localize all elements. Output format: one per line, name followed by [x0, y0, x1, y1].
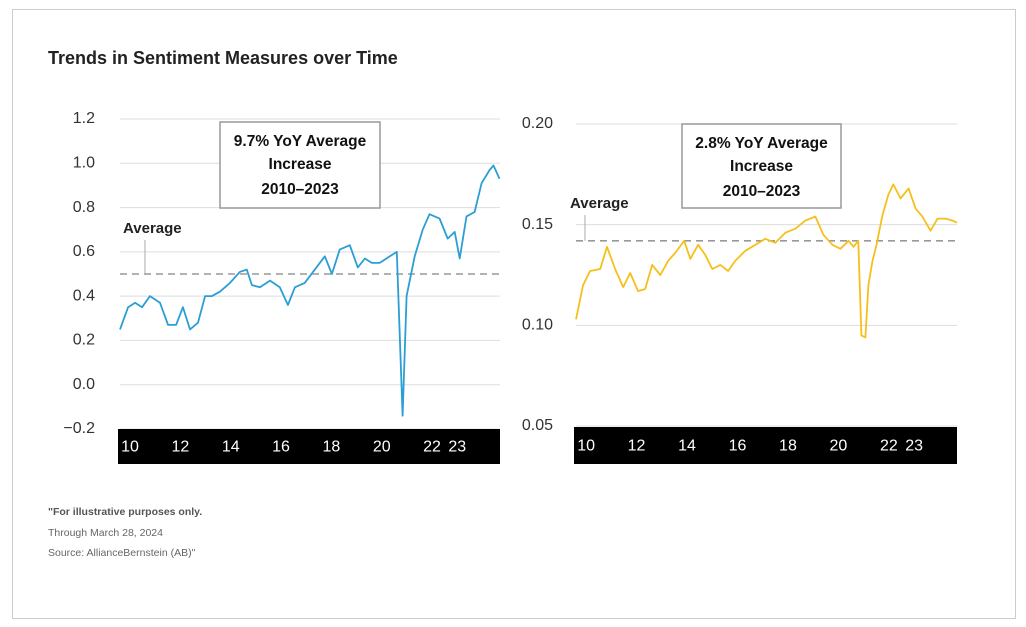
x-tick-label: 16	[729, 438, 747, 455]
data-line	[119, 164, 501, 417]
x-tick-label: 10	[577, 438, 595, 455]
annotation-text: Increase	[730, 158, 793, 175]
annotation-box	[219, 121, 381, 209]
annotation-box	[681, 123, 842, 209]
x-tick-label: 22	[423, 439, 441, 456]
x-tick-label: 12	[628, 438, 646, 455]
x-tick-label: 16	[272, 439, 290, 456]
chart-title: Trends in Sentiment Measures over Time	[48, 48, 398, 68]
average-label: Average	[123, 220, 182, 237]
x-tick-label: 23	[905, 438, 923, 455]
y-tick-label: 1.0	[73, 155, 95, 172]
x-tick-label: 10	[121, 439, 139, 456]
x-tick-label: 23	[448, 439, 466, 456]
footnote: Through March 28, 2024	[48, 527, 163, 539]
annotation-text: 2010–2023	[723, 183, 801, 200]
y-tick-label: 0.6	[73, 243, 95, 260]
x-tick-label: 22	[880, 438, 898, 455]
y-tick-label: 0.10	[522, 317, 553, 334]
annotation-text: 9.7% YoY Average	[234, 133, 367, 150]
x-axis-band	[118, 429, 500, 464]
x-tick-label: 18	[322, 439, 340, 456]
annotation-text: 2.8% YoY Average	[695, 135, 828, 152]
x-tick-label: 14	[678, 438, 696, 455]
x-tick-label: 14	[222, 439, 240, 456]
y-tick-label: 0.8	[73, 199, 95, 216]
x-axis-band	[574, 427, 957, 464]
annotation-text: Increase	[269, 156, 332, 173]
y-tick-label: 0.4	[73, 287, 95, 304]
y-tick-label: −0.2	[63, 420, 95, 437]
x-tick-label: 20	[373, 439, 391, 456]
y-tick-label: 0.05	[522, 417, 553, 434]
footnote: Source: AllianceBernstein (AB)"	[48, 547, 196, 559]
y-tick-label: 0.15	[522, 216, 553, 233]
footnote: "For illustrative purposes only.	[48, 506, 202, 518]
y-tick-label: 0.2	[73, 332, 95, 349]
x-tick-label: 20	[830, 438, 848, 455]
x-tick-label: 12	[171, 439, 189, 456]
data-line	[575, 183, 958, 339]
y-tick-label: 0.0	[73, 376, 95, 393]
average-label: Average	[570, 195, 629, 212]
y-tick-label: 1.2	[73, 110, 95, 127]
x-tick-label: 18	[779, 438, 797, 455]
annotation-text: 2010–2023	[261, 181, 339, 198]
y-tick-label: 0.20	[522, 115, 553, 132]
